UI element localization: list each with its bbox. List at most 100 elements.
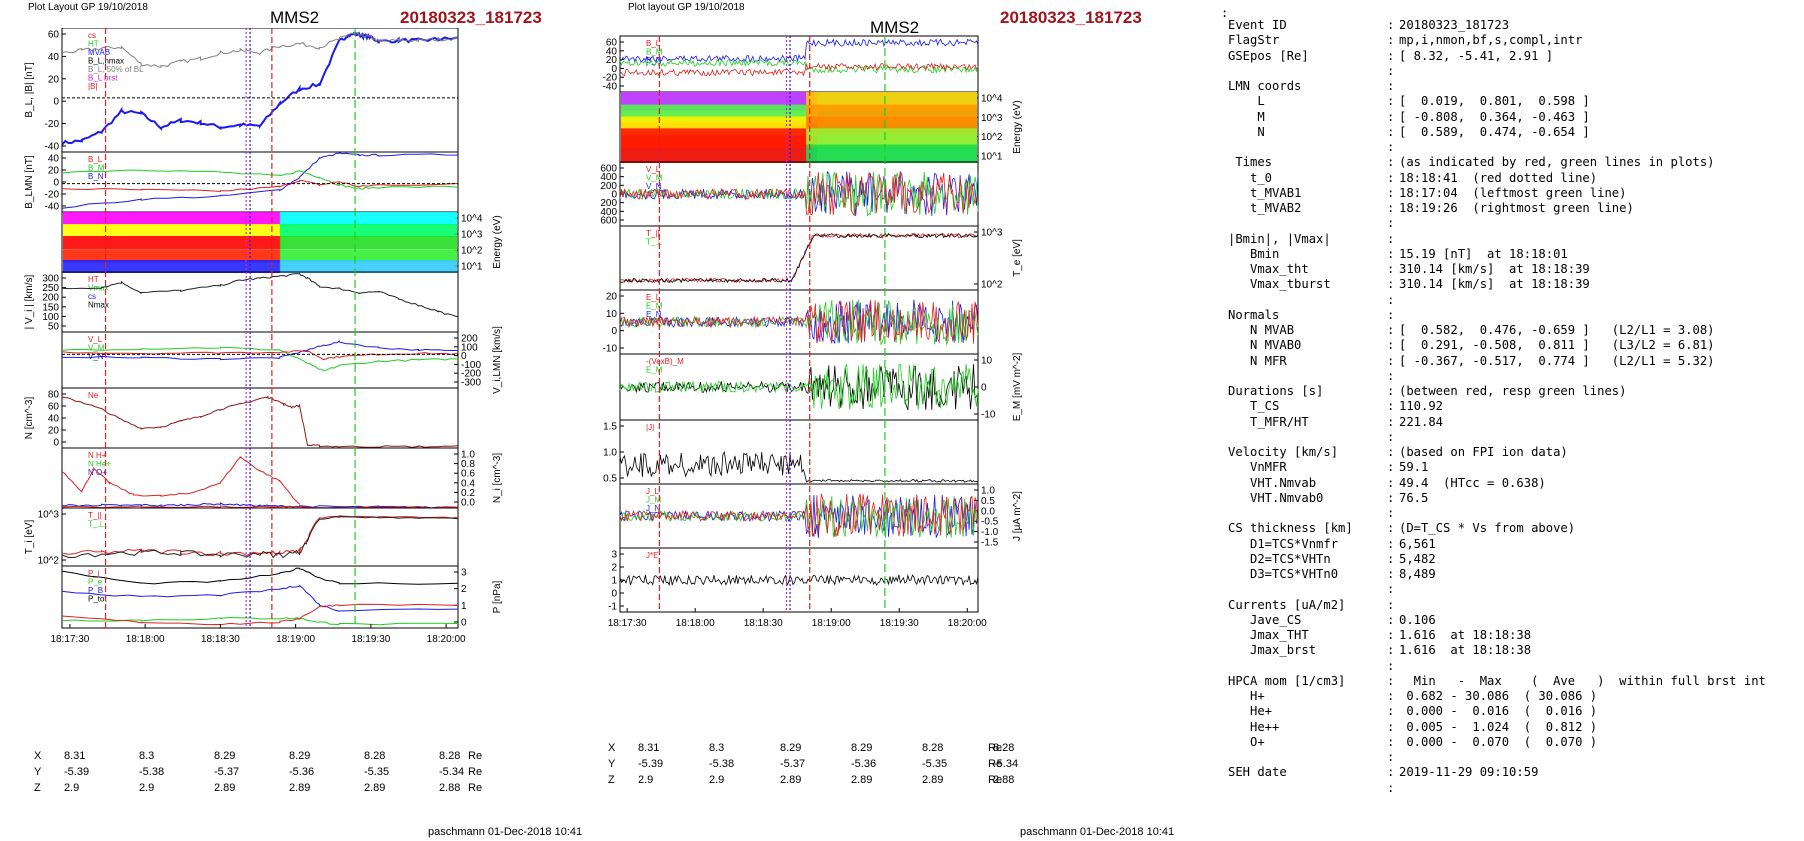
series-line	[61, 179, 459, 193]
legend-entry: P_tot	[88, 595, 107, 604]
position-unit: Re	[988, 758, 1003, 770]
position-value: -5.35	[364, 766, 390, 778]
info-colon: :	[1387, 124, 1395, 139]
spectrogram-band	[621, 144, 808, 163]
position-value: -5.39	[638, 758, 664, 770]
info-colon: :	[1387, 582, 1395, 597]
tick-label: 1	[611, 576, 617, 587]
info-value: [ -0.367, -0.517, 0.774 ] (L2/L1 = 5.32)	[1399, 353, 1715, 368]
series-line	[61, 31, 459, 146]
tick-label: 10^2	[38, 556, 60, 567]
time-axis: 18:17:30 18:18:00 18:18:30 18:19:00 18:19:30…	[50, 624, 466, 645]
info-colon: :	[1387, 338, 1395, 353]
info-colon: :	[1387, 63, 1395, 78]
info-row: Vmax_tht:310.14 [km/s] at 18:18:39	[1228, 262, 1804, 277]
info-row: :	[1228, 781, 1804, 796]
series-line	[62, 502, 459, 509]
tick-label: 0	[611, 326, 617, 337]
info-row: He++: 0.005 - 1.024 ( 0.812 )	[1228, 720, 1804, 735]
info-value: 1.616 at 18:18:38	[1399, 643, 1532, 658]
time-tick-label: 18:19:30	[351, 634, 390, 645]
tick-label: 60	[48, 30, 60, 41]
info-colon: :	[1387, 445, 1395, 459]
tick-label: 250	[42, 283, 59, 294]
info-row: FlagStr: mp,i,nmon,bf,s,compl,intr	[1228, 33, 1804, 48]
series-line	[61, 603, 459, 626]
info-value: (as indicated by red, green lines in plo…	[1399, 155, 1715, 170]
info-colon: :	[1387, 170, 1395, 185]
info-value: [ 8.32, -5.41, 2.91 ]	[1399, 48, 1554, 63]
spectrogram-band	[279, 224, 457, 237]
spectrogram-band	[279, 260, 457, 273]
position-value: 2.89	[289, 782, 311, 794]
panel-ylabel: N [cm^-3]	[24, 397, 35, 440]
tick-label: 100	[461, 342, 478, 353]
info-key: VnMFR	[1228, 460, 1287, 475]
position-value: -5.38	[139, 766, 165, 778]
legend-entry: B_M	[646, 48, 663, 57]
info-row: Jmax_brst:1.616 at 18:18:38	[1228, 643, 1804, 658]
panel-ylabel: Energy (eV)	[1012, 100, 1023, 153]
info-key: D3=TCS*VHTn0	[1228, 567, 1339, 581]
info-row: |Bmin|, |Vmax|:	[1228, 232, 1804, 247]
info-value: [ 0.291, -0.508, 0.811 ] (L3/L2 = 6.81)	[1399, 338, 1715, 353]
panel-ylabel: | V_i | [km/s]	[24, 274, 35, 329]
tick-label: 0.5	[981, 496, 995, 507]
info-value: 221.84	[1399, 414, 1444, 429]
info-key: HPCA mom [1/cm3]	[1228, 673, 1346, 688]
info-colon: :	[1387, 399, 1395, 414]
info-colon: :	[1387, 246, 1395, 261]
info-colon: :	[1387, 109, 1395, 124]
info-row: t_MVAB2:18:19:26 (rightmost green line)	[1228, 201, 1804, 216]
tick-label: -200	[600, 198, 617, 209]
position-unit: Re	[468, 782, 483, 794]
info-key: GSEpos [Re]	[1228, 48, 1309, 63]
info-colon: :	[1387, 216, 1395, 231]
tick-label: -100	[461, 360, 481, 371]
position-value: -5.34	[993, 758, 1019, 770]
info-value: [ 0.589, 0.474, -0.654 ]	[1399, 124, 1590, 139]
info-key	[1228, 293, 1387, 308]
info-key	[1228, 369, 1387, 384]
info-value: 0.000 - 0.070 ( 0.070 )	[1399, 734, 1598, 749]
info-row: H+: 0.682 - 30.086 ( 30.086 )	[1228, 689, 1804, 704]
tick-label: -400	[600, 207, 617, 218]
series-line	[619, 37, 979, 63]
info-key: Bmin	[1228, 246, 1280, 261]
tick-label: 20	[48, 74, 60, 85]
info-colon: :	[1387, 18, 1395, 32]
info-value: 8,489	[1399, 567, 1436, 581]
info-key: t_0	[1228, 170, 1273, 185]
panel-8: T_i [eV]10^3 10^2 T_||T_⊥	[24, 507, 459, 567]
tick-label: 40	[606, 46, 618, 57]
series-line	[61, 350, 459, 361]
info-colon: :	[1387, 384, 1395, 398]
info-row: GSEpos [Re]: [ 8.32, -5.41, 2.91 ]	[1228, 49, 1804, 64]
panel-frame	[61, 387, 459, 449]
position-row-label: Z	[34, 782, 41, 794]
info-key: VHT.Nmvab0	[1228, 490, 1324, 505]
info-key	[1228, 216, 1387, 231]
legend-entry: cs	[88, 292, 96, 301]
tick-label: 10^2	[981, 280, 1003, 291]
info-row: VnMFR:59.1	[1228, 460, 1804, 475]
panel-frame	[61, 565, 459, 629]
info-row: :	[1228, 216, 1804, 231]
left-chart-svg: B_L, |B| [nT]6040200-20-40csHTMVABB_L,nm…	[24, 28, 503, 645]
info-colon: :	[1387, 231, 1395, 246]
info-value: 18:19:26 (rightmost green line)	[1399, 201, 1634, 215]
info-value: [ -0.808, 0.364, -0.463 ]	[1399, 109, 1590, 124]
legend-entry: V_N	[88, 352, 104, 361]
info-key: He++	[1228, 719, 1280, 734]
info-key: Vmax_tht	[1228, 262, 1309, 276]
info-key: SEH date	[1228, 765, 1287, 780]
tick-label: 0.0	[461, 498, 475, 509]
panel-2: Energy (eV) 10^4 10^3 10^2 10^1	[619, 91, 1023, 163]
tick-label: 400	[600, 172, 617, 183]
series-line	[61, 31, 459, 68]
info-row: :	[1228, 582, 1804, 597]
info-value: 310.14 [km/s] at 18:18:39	[1399, 262, 1590, 276]
series-line	[61, 346, 459, 372]
info-value: [ 0.019, 0.801, 0.598 ]	[1399, 94, 1590, 109]
